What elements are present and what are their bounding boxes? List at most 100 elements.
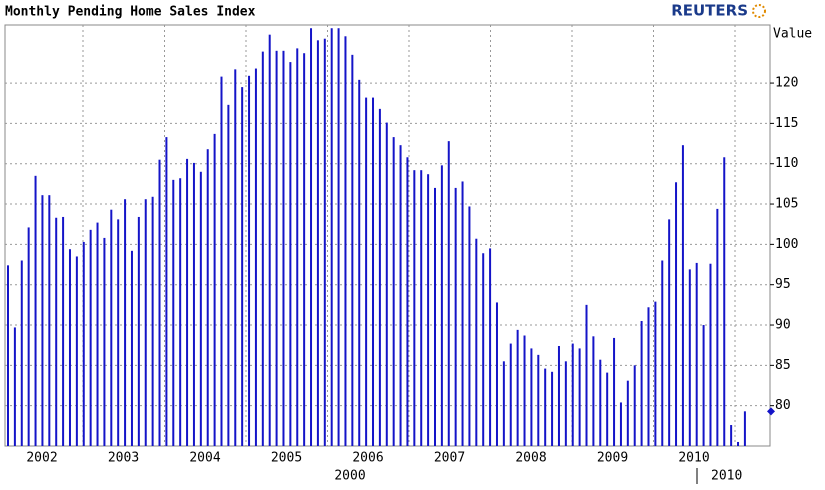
bar <box>420 170 423 446</box>
bar <box>523 335 526 446</box>
bar <box>34 175 37 447</box>
bar <box>633 365 636 446</box>
bar <box>310 28 313 447</box>
bar <box>330 28 333 447</box>
bar <box>89 229 92 446</box>
bar <box>117 219 120 446</box>
bar <box>544 368 547 446</box>
bar <box>406 157 409 447</box>
bar <box>96 222 99 446</box>
bar <box>392 137 395 447</box>
footer-label: 2010 <box>711 469 742 484</box>
bar <box>661 260 664 446</box>
bar <box>585 304 588 446</box>
bar <box>241 87 244 446</box>
bar <box>716 208 719 446</box>
bar <box>440 165 443 447</box>
bar <box>413 170 416 446</box>
bar <box>647 307 650 446</box>
bar <box>110 209 113 446</box>
bar <box>234 69 237 446</box>
bar <box>378 108 381 447</box>
bar <box>578 348 581 446</box>
bar <box>68 249 71 446</box>
brand: REUTERS <box>671 2 748 20</box>
bar <box>62 216 65 446</box>
bar <box>303 53 306 447</box>
x-tick-label: 2010 <box>678 451 709 466</box>
y-tick-label: 100 <box>775 237 798 252</box>
bar <box>20 260 23 446</box>
chart-title: Monthly Pending Home Sales Index <box>5 5 256 20</box>
bar <box>323 38 326 447</box>
bar <box>13 327 16 446</box>
x-tick-label: 2004 <box>189 451 220 466</box>
footer-label: 2000 <box>334 469 365 484</box>
bar <box>82 241 85 446</box>
x-tick-label: 2009 <box>597 451 628 466</box>
bar <box>48 195 51 446</box>
bar <box>151 196 154 446</box>
bar <box>144 199 147 446</box>
bar <box>358 79 361 447</box>
bar <box>461 181 464 446</box>
bar <box>103 237 106 446</box>
bar <box>530 348 533 446</box>
bar <box>668 219 671 446</box>
y-tick-label: 105 <box>775 197 798 212</box>
bar <box>261 51 264 447</box>
bar <box>564 361 567 446</box>
y-tick-label: 110 <box>775 156 798 171</box>
last-value-marker <box>767 407 775 416</box>
bar <box>282 50 285 446</box>
bar <box>454 187 457 446</box>
bar <box>75 256 78 446</box>
bar <box>351 54 354 446</box>
y-tick-label: 120 <box>775 76 798 91</box>
bar <box>516 329 519 446</box>
bar <box>737 441 740 446</box>
bar <box>502 361 505 446</box>
bar <box>447 141 450 446</box>
bar <box>254 68 257 446</box>
brand-logo <box>752 4 766 18</box>
bar <box>165 137 168 447</box>
bar <box>220 76 223 447</box>
y-tick-label: 115 <box>775 116 798 131</box>
bar <box>640 320 643 446</box>
bar <box>743 411 746 446</box>
bar <box>227 104 230 447</box>
y-axis-label: Value <box>773 27 812 42</box>
bar <box>709 263 712 446</box>
bar <box>55 217 58 446</box>
bar <box>468 206 471 446</box>
bar <box>592 336 595 446</box>
bar <box>124 199 127 446</box>
bar <box>158 159 161 446</box>
bar <box>399 145 402 446</box>
bar <box>681 145 684 446</box>
bar <box>199 171 202 446</box>
x-tick-label: 2008 <box>515 451 546 466</box>
bar <box>213 133 216 446</box>
bar <box>296 48 299 447</box>
bar <box>41 195 44 446</box>
x-tick-label: 2007 <box>434 451 465 466</box>
bar <box>268 34 271 446</box>
bar <box>248 75 251 446</box>
bar <box>337 28 340 447</box>
bar <box>509 343 512 446</box>
bar <box>275 50 278 446</box>
x-tick-label: 2006 <box>352 451 383 466</box>
bar <box>489 248 492 446</box>
bar <box>730 425 733 446</box>
bar <box>702 325 705 446</box>
bar <box>557 345 560 446</box>
bar <box>172 179 175 446</box>
y-tick-label: 90 <box>775 318 791 333</box>
bar <box>130 250 133 446</box>
bar <box>372 97 375 446</box>
bar <box>186 158 189 446</box>
bar <box>27 227 30 446</box>
